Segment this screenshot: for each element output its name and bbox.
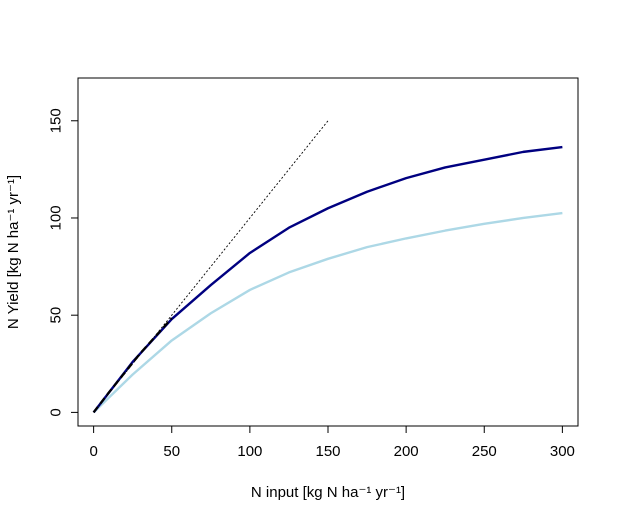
x-tick-label: 250 (472, 443, 497, 460)
x-tick-label: 50 (163, 443, 180, 460)
x-axis-label: N input [kg N ha⁻¹ yr⁻¹] (251, 484, 405, 501)
y-tick-label: 0 (48, 408, 65, 416)
y-tick-label: 100 (48, 205, 65, 230)
series-line-dashed-1 (92, 317, 173, 414)
x-tick-label: 300 (550, 443, 575, 460)
y-axis: 0 50 100 150 (48, 108, 79, 417)
x-tick-label: 100 (237, 443, 262, 460)
y-tick-label: 150 (48, 108, 65, 133)
y-tick-label: 50 (48, 307, 65, 324)
x-tick-label: 0 (89, 443, 97, 460)
x-tick-label: 150 (315, 443, 340, 460)
series-layer (92, 120, 563, 414)
y-axis-label: N Yield [kg N ha⁻¹ yr⁻¹] (5, 175, 22, 329)
x-axis: 0 50 100 150 200 250 300 (89, 425, 575, 460)
series-line-solid-3 (92, 211, 563, 414)
x-tick-label: 200 (394, 443, 419, 460)
